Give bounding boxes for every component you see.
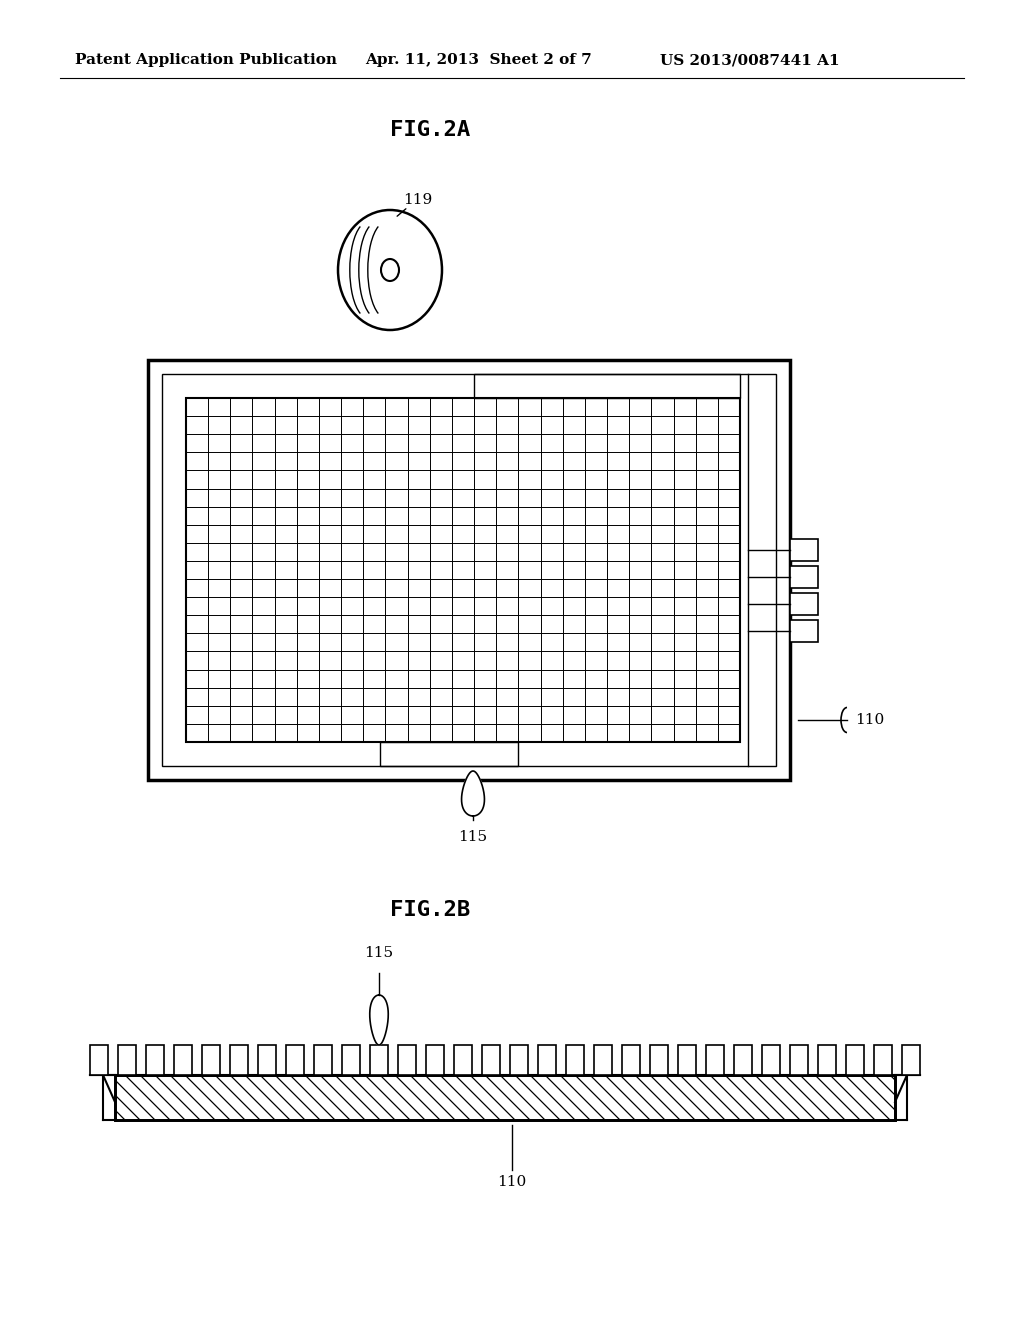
Bar: [162, 374, 776, 766]
Bar: [454, 1045, 472, 1074]
Ellipse shape: [381, 259, 399, 281]
Bar: [510, 1045, 528, 1074]
Bar: [818, 1045, 836, 1074]
Bar: [762, 1045, 780, 1074]
Bar: [115, 1074, 895, 1119]
Bar: [474, 374, 740, 399]
Bar: [902, 1045, 920, 1074]
Text: 115: 115: [365, 946, 393, 960]
Bar: [706, 1045, 724, 1074]
Ellipse shape: [338, 210, 442, 330]
Bar: [146, 1045, 164, 1074]
Bar: [790, 565, 818, 587]
Bar: [258, 1045, 276, 1074]
Bar: [594, 1045, 612, 1074]
Bar: [790, 619, 818, 642]
Bar: [118, 1045, 136, 1074]
Bar: [342, 1045, 360, 1074]
Bar: [538, 1045, 556, 1074]
Bar: [426, 1045, 444, 1074]
Bar: [650, 1045, 668, 1074]
Text: 115: 115: [459, 830, 487, 843]
Bar: [90, 1045, 108, 1074]
Text: 119: 119: [403, 193, 432, 207]
Bar: [790, 593, 818, 615]
Text: 110: 110: [855, 713, 885, 727]
Bar: [622, 1045, 640, 1074]
Bar: [286, 1045, 304, 1074]
Text: Patent Application Publication: Patent Application Publication: [75, 53, 337, 67]
Bar: [874, 1045, 892, 1074]
Bar: [370, 1045, 388, 1074]
Bar: [398, 1045, 416, 1074]
Bar: [566, 1045, 584, 1074]
Bar: [148, 360, 790, 780]
Text: US 2013/0087441 A1: US 2013/0087441 A1: [660, 53, 840, 67]
Bar: [734, 1045, 752, 1074]
Bar: [202, 1045, 220, 1074]
Bar: [790, 539, 818, 561]
Bar: [174, 1045, 193, 1074]
Bar: [115, 1074, 895, 1119]
Bar: [678, 1045, 696, 1074]
Text: Apr. 11, 2013  Sheet 2 of 7: Apr. 11, 2013 Sheet 2 of 7: [365, 53, 592, 67]
Bar: [230, 1045, 248, 1074]
Bar: [790, 1045, 808, 1074]
Text: FIG.2B: FIG.2B: [390, 900, 470, 920]
Bar: [186, 399, 740, 742]
Bar: [482, 1045, 500, 1074]
Bar: [380, 742, 518, 766]
Text: 110: 110: [498, 1175, 526, 1189]
Polygon shape: [462, 771, 484, 816]
Bar: [314, 1045, 332, 1074]
Text: FIG.2A: FIG.2A: [390, 120, 470, 140]
Bar: [846, 1045, 864, 1074]
Polygon shape: [370, 995, 388, 1045]
